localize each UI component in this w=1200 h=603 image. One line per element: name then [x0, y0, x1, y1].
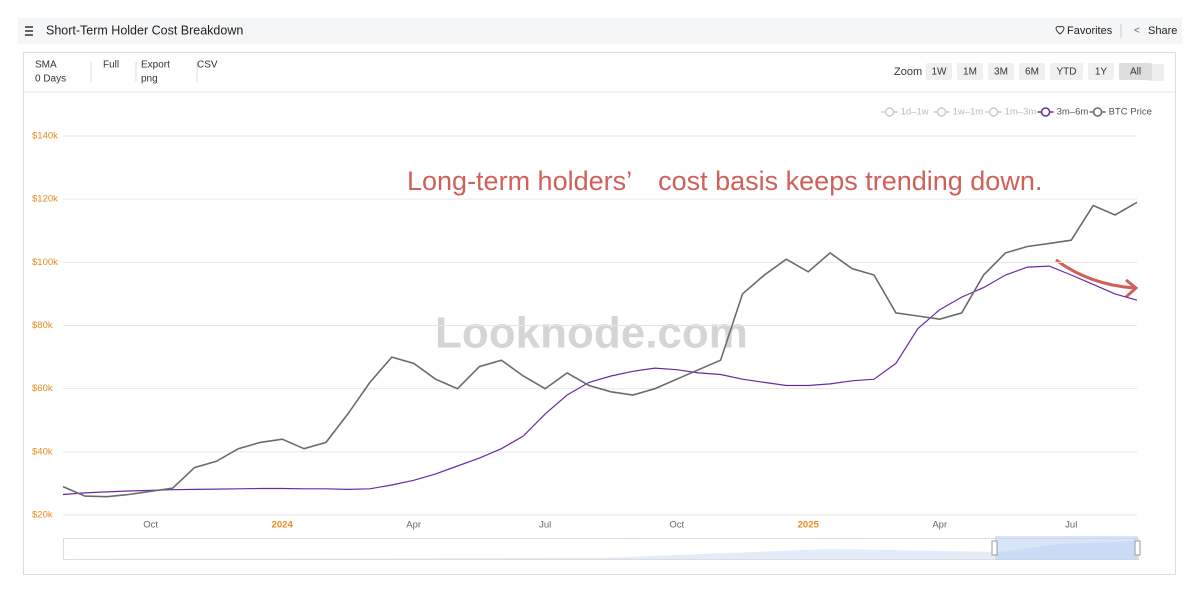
zoom-button-label[interactable]: 1W: [932, 67, 948, 78]
x-tick-label: Jul: [539, 520, 551, 531]
zoom-label: Zoom: [894, 66, 922, 78]
navigator-selection[interactable]: [995, 536, 1138, 560]
y-tick-label: $20k: [32, 510, 53, 521]
x-tick-label: Apr: [932, 520, 947, 531]
toolbar-label[interactable]: Full: [103, 60, 119, 71]
legend-symbol[interactable]: [936, 107, 947, 117]
series-line: [62, 201, 1138, 498]
y-tick-label: $60k: [32, 383, 53, 394]
heart-icon: [1055, 25, 1065, 35]
y-tick-label: $80k: [32, 320, 53, 331]
legend-label[interactable]: BTC Price: [1109, 107, 1152, 118]
page-title: Short-Term Holder Cost Breakdown: [46, 23, 243, 37]
legend-symbol[interactable]: [1092, 107, 1103, 117]
y-tick-label: $140k: [32, 131, 58, 142]
toolbar-label[interactable]: SMA: [35, 60, 57, 71]
x-tick-label: 2025: [798, 520, 820, 531]
zoom-button-label[interactable]: 6M: [1025, 67, 1039, 78]
annotation: Long-term holders’ cost basis keeps tren…: [407, 166, 1042, 196]
annotation-arrow: [1055, 258, 1136, 290]
toolbar-value[interactable]: png: [141, 74, 158, 85]
zoom-button-label[interactable]: YTD: [1057, 67, 1077, 78]
zoom-button[interactable]: [988, 63, 1014, 80]
chart-frame: [23, 52, 1176, 575]
y-tick-label: $40k: [32, 446, 53, 457]
share-icon: <: [1134, 26, 1140, 37]
zoom-button[interactable]: [1119, 63, 1152, 80]
x-tick-label: Oct: [143, 520, 158, 531]
annotation-arrowhead: [1124, 278, 1139, 299]
legend-label[interactable]: 1m–3m: [1005, 107, 1037, 118]
navigator-area: [64, 541, 1137, 559]
zoom-button[interactable]: [1050, 63, 1083, 80]
navigator-handle[interactable]: [1134, 540, 1141, 556]
favorites-button[interactable]: Favorites: [1067, 25, 1113, 37]
zoom-button[interactable]: [926, 63, 952, 80]
zoom-button-label[interactable]: 1Y: [1095, 67, 1108, 78]
series-line: [62, 265, 1138, 496]
legend-symbol[interactable]: [988, 107, 999, 117]
zoom-button[interactable]: [1088, 63, 1114, 80]
y-tick-label: $100k: [32, 257, 58, 268]
zoom-button-label[interactable]: 1M: [963, 67, 977, 78]
toolbar-value[interactable]: 0 Days: [35, 74, 66, 85]
watermark: Looknode.com: [435, 309, 748, 358]
share-button[interactable]: Share: [1148, 25, 1177, 37]
x-tick-label: 2024: [272, 520, 294, 531]
navigator-handle[interactable]: [991, 540, 998, 556]
toolbar-label[interactable]: CSV: [197, 60, 218, 71]
y-tick-label: $120k: [32, 194, 58, 205]
zoom-button-label[interactable]: All: [1130, 67, 1141, 78]
menu-icon[interactable]: [25, 26, 33, 36]
zoom-button[interactable]: [957, 63, 983, 80]
header-bar: [18, 18, 1182, 44]
x-tick-label: Apr: [406, 520, 421, 531]
x-tick-label: Oct: [669, 520, 684, 531]
legend-symbol[interactable]: [1040, 107, 1051, 117]
legend-label[interactable]: 1d–1w: [901, 107, 929, 118]
zoom-button[interactable]: [1019, 63, 1045, 80]
legend-label[interactable]: 3m–6m: [1057, 107, 1089, 118]
legend-symbol[interactable]: [884, 107, 895, 117]
zoom-button-label[interactable]: 3M: [994, 67, 1008, 78]
toolbar-label[interactable]: Export: [141, 60, 170, 71]
x-tick-label: Jul: [1065, 520, 1077, 531]
legend-label[interactable]: 1w–1m: [953, 107, 984, 118]
